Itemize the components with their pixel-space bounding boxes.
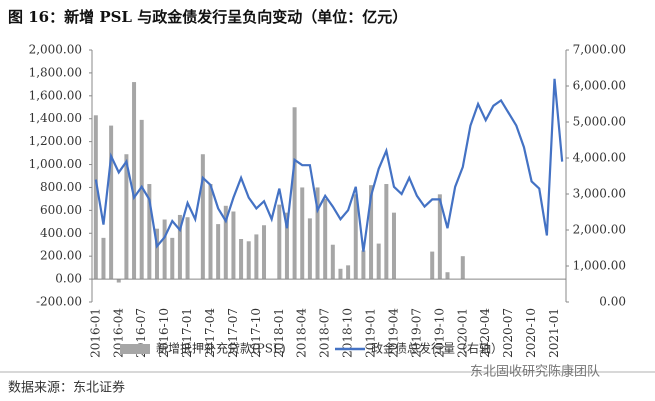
bar <box>391 212 396 280</box>
x-tick-label: 2017-10 <box>249 308 263 358</box>
y-tick-label: 2,000.00 <box>29 43 82 57</box>
x-tick-label: 2017-07 <box>226 308 240 358</box>
x-tick-label: 2021-01 <box>547 308 561 358</box>
bar <box>284 212 289 280</box>
y2-tick-label: 7,000.00 <box>573 43 626 57</box>
bar <box>170 237 175 280</box>
x-tick-label: 2018-07 <box>318 308 332 358</box>
bar <box>437 194 442 280</box>
y-tick-label: 1,600.00 <box>29 88 82 102</box>
legend-swatch <box>120 344 150 354</box>
y-tick-label: 1,000.00 <box>29 157 82 171</box>
bar <box>445 272 450 280</box>
x-tick-label: 2019-01 <box>364 308 378 358</box>
bar <box>246 241 251 280</box>
bar <box>109 125 114 280</box>
bar <box>101 237 106 280</box>
bar <box>353 194 358 280</box>
legend-label: 政金债总发行量（右轴） <box>371 341 503 356</box>
bar <box>323 198 328 280</box>
bar <box>330 244 335 280</box>
bar <box>376 243 381 280</box>
x-tick-label: 2016-10 <box>157 308 171 358</box>
bar <box>338 268 343 280</box>
legend-label: 新增抵押补充贷款(PSL) <box>156 341 286 356</box>
y-tick-label: 1,200.00 <box>29 134 82 148</box>
y-tick-label: 600.00 <box>40 203 82 217</box>
x-tick-label: 2018-10 <box>341 308 355 358</box>
bar <box>132 82 137 280</box>
bar <box>208 184 213 280</box>
bar <box>124 154 129 280</box>
chart-title: 图 16：新增 PSL 与政金债发行呈负向变动（单位：亿元） <box>8 8 407 26</box>
bar <box>262 225 267 280</box>
bar <box>223 205 228 280</box>
bar <box>185 217 190 280</box>
y-tick-label: 1,800.00 <box>29 65 82 79</box>
y2-tick-label: 1,000.00 <box>573 259 626 273</box>
y2-tick-label: 6,000.00 <box>573 79 626 93</box>
y-tick-label: 200.00 <box>40 249 82 263</box>
x-tick-label: 2017-04 <box>203 308 217 358</box>
bar <box>300 187 305 280</box>
bar <box>369 185 374 280</box>
y-tick-label: 1,400.00 <box>29 111 82 125</box>
x-tick-label: 2020-07 <box>501 308 515 358</box>
bar <box>254 234 259 280</box>
line <box>94 78 564 252</box>
x-tick-label: 2019-04 <box>386 308 400 358</box>
y2-tick-label: 3,000.00 <box>573 187 626 201</box>
x-tick-label: 2018-04 <box>295 308 309 358</box>
y-tick-label: 400.00 <box>40 226 82 240</box>
y-tick-label: 0.00 <box>55 272 82 286</box>
bar <box>361 250 366 280</box>
source: 数据来源：东北证券 <box>8 380 125 396</box>
x-tick-label: 2018-01 <box>272 308 286 358</box>
bar <box>277 204 282 280</box>
bar <box>154 228 159 280</box>
x-tick-label: 2020-04 <box>478 308 492 358</box>
y-tick-label: 800.00 <box>40 180 82 194</box>
x-tick-label: 2016-01 <box>88 308 102 358</box>
bar <box>346 265 351 280</box>
x-tick-label: 2020-10 <box>524 308 538 358</box>
y2-tick-label: 4,000.00 <box>573 151 626 165</box>
watermark: 东北固收研究陈康团队 <box>470 364 600 380</box>
x-tick-label: 2017-01 <box>180 308 194 358</box>
y2-tick-label: 5,000.00 <box>573 115 626 129</box>
y2-tick-label: 2,000.00 <box>573 223 626 237</box>
bar <box>116 279 121 283</box>
bar <box>200 154 205 280</box>
bar <box>147 184 152 280</box>
bar <box>239 239 244 280</box>
bar <box>177 214 182 280</box>
bar <box>93 115 98 280</box>
bar <box>231 211 236 280</box>
bar <box>315 187 320 280</box>
bar <box>292 107 297 280</box>
x-tick-label: 2019-10 <box>432 308 446 358</box>
x-tick-label: 2020-01 <box>455 308 469 358</box>
bar <box>384 184 389 280</box>
y-tick-label: -200.00 <box>36 295 82 309</box>
bar <box>139 119 144 280</box>
y2-tick-label: 0.00 <box>599 295 626 309</box>
bar <box>216 224 221 280</box>
bar <box>460 256 465 280</box>
bar <box>162 219 167 280</box>
x-tick-label: 2019-07 <box>409 308 423 358</box>
bar <box>430 251 435 280</box>
bar <box>307 218 312 280</box>
